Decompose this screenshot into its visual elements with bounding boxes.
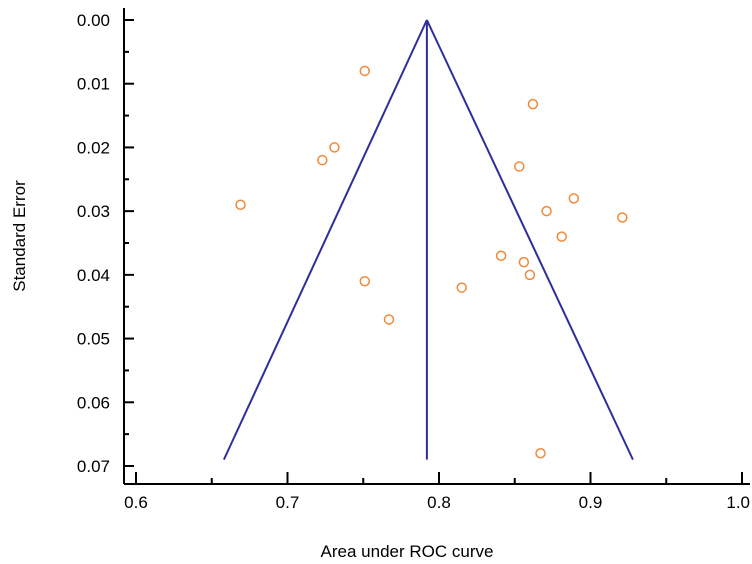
y-ticks: 0.00 0.01 0.02 0.03 0.04 0.05 0.06 0.07 (77, 11, 134, 476)
data-points (235, 65, 628, 459)
data-point (514, 161, 525, 172)
y-tick-label: 0.06 (77, 393, 110, 412)
y-axis-title: Standard Error (10, 180, 29, 292)
data-point (359, 65, 371, 77)
data-point (518, 256, 530, 268)
y-tick-label: 0.01 (77, 75, 110, 94)
funnel (222, 19, 634, 461)
funnel-right-line (425, 19, 634, 461)
data-point (617, 212, 628, 223)
x-axis-title: Area under ROC curve (321, 542, 494, 561)
data-point (535, 448, 546, 459)
data-point (456, 282, 467, 293)
data-point (556, 231, 567, 242)
data-point (329, 142, 340, 153)
x-ticks: 0.6 0.7 0.8 0.9 1.0 (124, 472, 750, 512)
y-tick-label: 0.07 (77, 457, 110, 476)
data-point (235, 199, 246, 211)
data-point (524, 269, 536, 281)
x-tick-label: 0.7 (276, 493, 300, 512)
y-tick-label: 0.02 (77, 138, 110, 157)
axes (123, 8, 750, 485)
y-tick-label: 0.05 (77, 330, 110, 349)
data-point (541, 205, 552, 217)
data-point (568, 193, 580, 204)
y-tick-label: 0.04 (77, 266, 110, 285)
data-point (527, 98, 539, 110)
x-tick-label: 0.8 (427, 493, 451, 512)
y-tick-label: 0.03 (77, 202, 110, 221)
data-point (383, 314, 395, 325)
y-tick-label: 0.00 (77, 11, 110, 30)
funnel-left-line (222, 19, 428, 461)
x-tick-label: 1.0 (726, 493, 750, 512)
data-point (495, 250, 507, 261)
data-point (317, 154, 328, 166)
data-point (359, 275, 371, 287)
x-tick-label: 0.9 (579, 493, 603, 512)
x-tick-label: 0.6 (124, 493, 148, 512)
